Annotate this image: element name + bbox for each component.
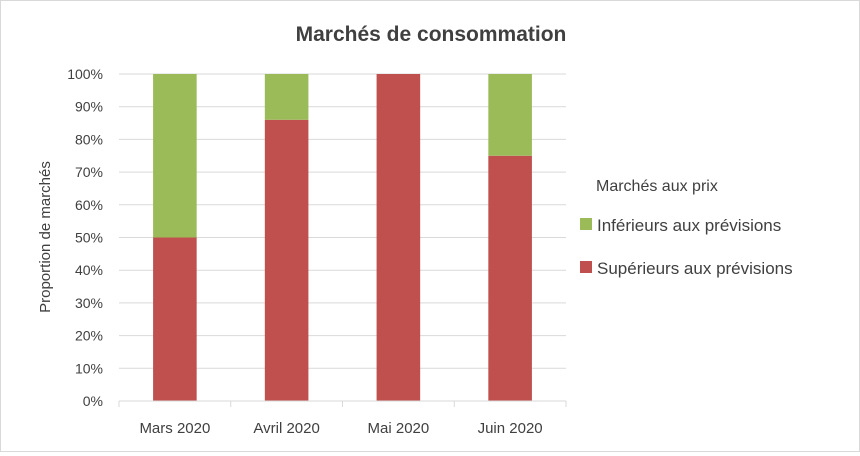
y-tick-label: 0% xyxy=(83,393,103,409)
bar-segment xyxy=(488,74,532,156)
x-tick-label: Juin 2020 xyxy=(478,420,543,437)
legend-swatch-superieurs xyxy=(580,261,592,273)
bar-segment xyxy=(264,119,309,401)
bars xyxy=(153,74,532,401)
legend: Marchés aux prix Inférieurs aux prévisio… xyxy=(580,178,793,278)
y-tick-label: 90% xyxy=(75,99,103,115)
y-tick-label: 80% xyxy=(75,131,103,147)
x-tick-label: Avril 2020 xyxy=(253,420,319,437)
y-tick-label: 30% xyxy=(75,295,103,311)
bar-segment xyxy=(376,74,421,401)
y-axis-ticks: 0% 10% 20% 30% 40% 50% 60% 70% 80% 90% 100% xyxy=(67,66,103,409)
legend-label-superieurs: Supérieurs aux prévisions xyxy=(597,259,793,278)
x-tick-label: Mai 2020 xyxy=(368,420,430,437)
x-axis xyxy=(118,400,567,407)
y-tick-label: 20% xyxy=(75,328,103,344)
legend-label-inferieurs: Inférieurs aux prévisions xyxy=(597,216,781,235)
bar-segment xyxy=(264,74,309,120)
bar-segment xyxy=(153,237,197,401)
x-tick-label: Mars 2020 xyxy=(139,420,210,437)
y-tick-label: 10% xyxy=(75,360,103,376)
y-tick-label: 50% xyxy=(75,230,103,246)
bar-segment xyxy=(488,155,532,401)
y-axis-title: Proportion de marchés xyxy=(37,161,54,313)
bar-segment xyxy=(153,74,197,238)
y-tick-label: 70% xyxy=(75,164,103,180)
legend-title: Marchés aux prix xyxy=(596,178,718,195)
y-tick-label: 100% xyxy=(67,66,103,82)
chart-title: Marchés de consommation xyxy=(296,23,567,46)
legend-swatch-inferieurs xyxy=(580,218,592,230)
y-tick-label: 60% xyxy=(75,197,103,213)
y-tick-label: 40% xyxy=(75,262,103,278)
x-axis-ticks: Mars 2020 Avril 2020 Mai 2020 Juin 2020 xyxy=(139,420,542,437)
